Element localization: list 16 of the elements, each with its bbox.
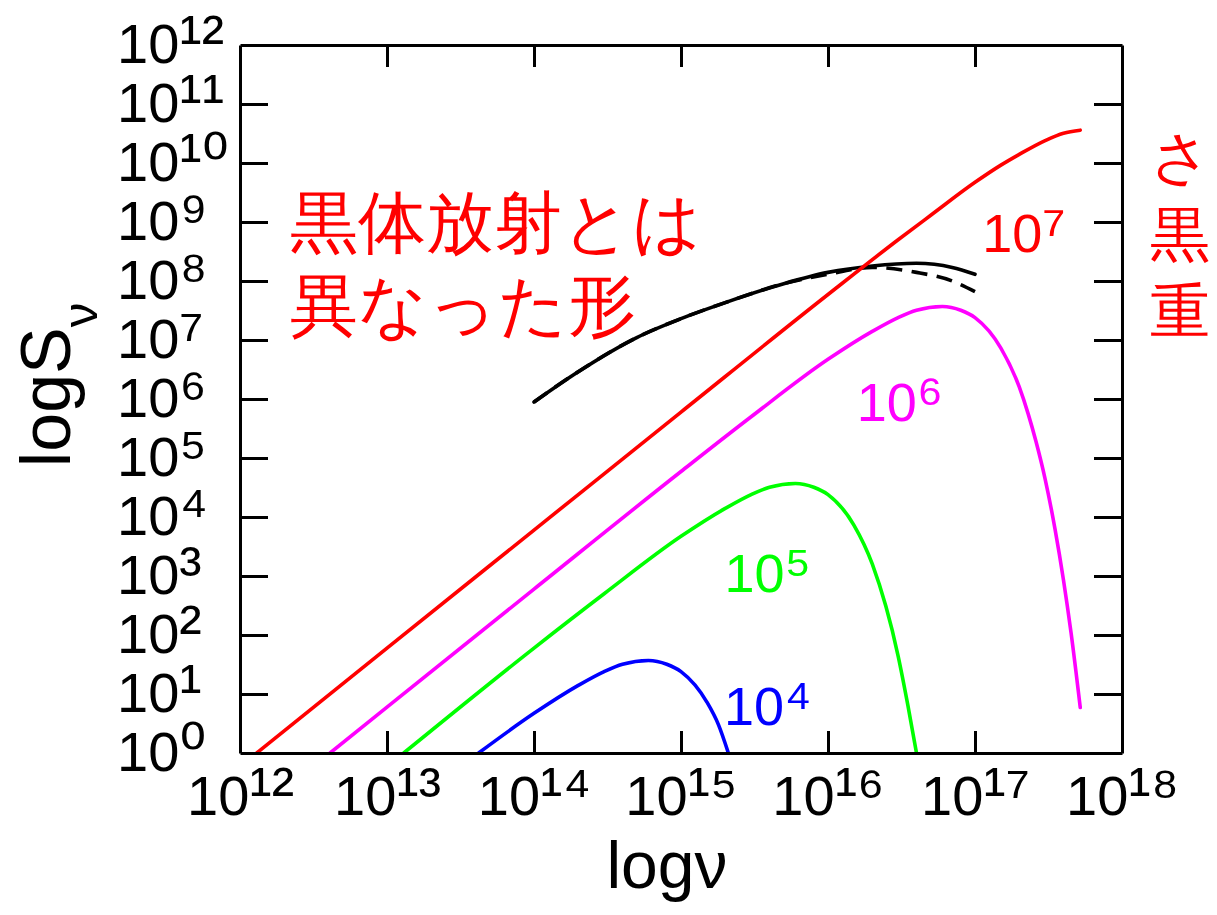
x-tick-label: 10¹⁴ (477, 753, 592, 829)
x-tick-label: 10¹⁷ (921, 753, 1030, 829)
series-label: 10⁶ (856, 362, 944, 435)
series-label: 10⁵ (724, 533, 812, 606)
x-tick-label: 10¹⁵ (625, 753, 738, 829)
x-axis-title: logν (606, 828, 728, 902)
text: さ (1150, 124, 1211, 191)
annotation: 異なった形 (290, 267, 636, 343)
series-label: 10⁴ (724, 666, 812, 739)
x-tick-label: 10¹³ (333, 753, 442, 829)
series-label: 10⁷ (982, 193, 1066, 266)
text: 重 (1150, 278, 1210, 345)
x-tick-label: 10¹⁶ (772, 753, 885, 829)
x-tick-label: 10¹⁸ (1065, 753, 1180, 829)
annotation: 黒体放射とは (290, 184, 702, 260)
text: 黒 (1150, 201, 1210, 268)
